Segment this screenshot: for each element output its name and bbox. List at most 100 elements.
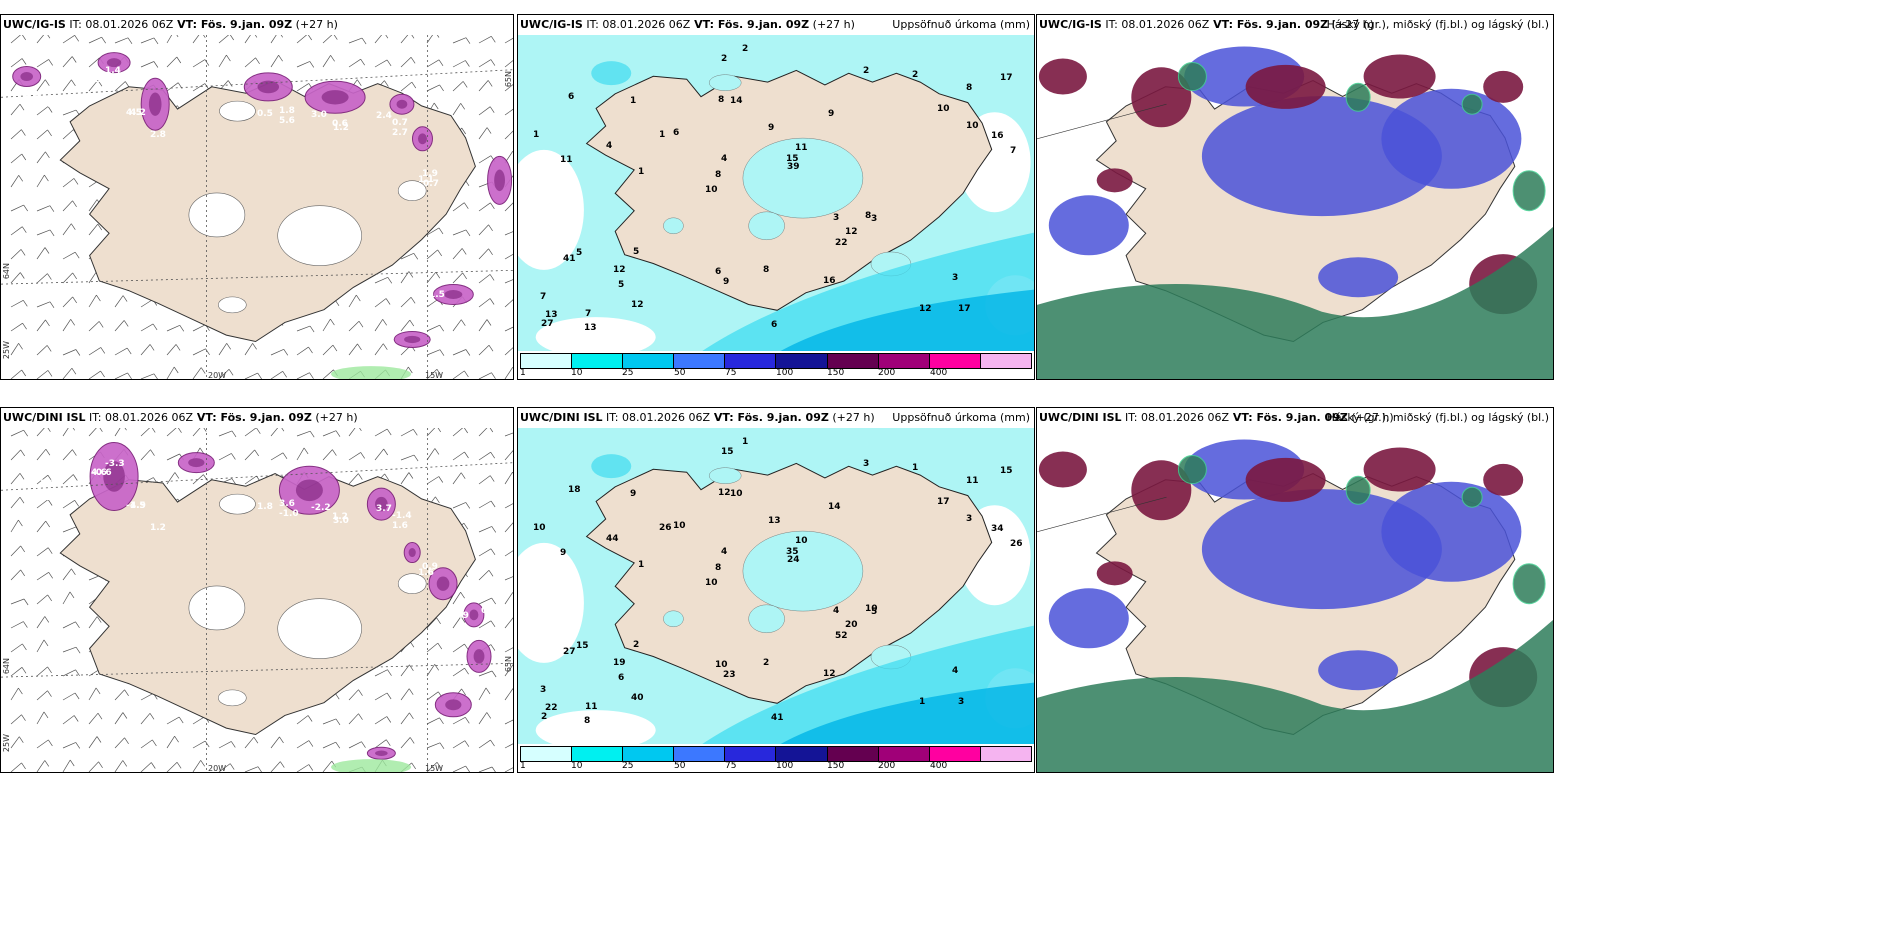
low-cloud — [1201, 489, 1442, 610]
wind-barb — [270, 371, 283, 379]
field-value-label: 24 — [787, 555, 800, 565]
wind-barb — [140, 713, 151, 725]
field-value-label: 4.1 — [24, 91, 40, 101]
icing-core — [444, 290, 463, 299]
wind-barb-flag — [47, 428, 51, 432]
wind-barb — [10, 429, 24, 437]
wind-barb-flag — [330, 318, 335, 326]
wind-barb-flag — [72, 272, 77, 280]
field-value-label: -1.5 — [41, 493, 61, 503]
wind-barb — [426, 476, 439, 485]
field-value-label: 13 — [584, 323, 597, 333]
field-value-label: 1 — [659, 130, 666, 140]
wind-barb-flag — [409, 737, 415, 744]
mid-cloud — [1363, 54, 1436, 99]
wind-barb-flag — [231, 478, 237, 485]
wind-barb — [62, 349, 77, 356]
wind-barb-flag — [488, 570, 494, 577]
vt-prefix: VT: — [1229, 411, 1257, 424]
wind-barb-flag — [127, 37, 133, 44]
field-value-label: 4.9 — [130, 501, 146, 511]
wind-barb-flag — [20, 272, 25, 279]
wind-barb — [218, 741, 232, 749]
wind-barb-flag — [177, 428, 182, 433]
field-value-label: 2 — [541, 712, 548, 722]
field-value-label: 5.6 — [279, 116, 295, 126]
colorbar-swatch — [929, 354, 981, 368]
wind-barb-flag — [47, 35, 51, 39]
colorbar: 1 10 25 50 75 100 150 200 400 — [518, 351, 1034, 379]
wind-barb-flag — [357, 79, 362, 86]
high-cloud-cell — [1512, 563, 1546, 605]
wind-barb — [504, 37, 513, 44]
wind-barb — [88, 428, 97, 437]
wind-barb — [296, 35, 308, 44]
wind-barb — [504, 367, 513, 379]
wind-barb-flag — [229, 35, 234, 41]
field-value-label: 9 — [828, 109, 835, 119]
wind-barb — [10, 762, 22, 772]
icing-core — [396, 99, 408, 109]
wind-barb — [88, 370, 101, 379]
icing-core — [436, 576, 450, 591]
glacier — [277, 598, 362, 659]
wind-barb — [192, 716, 206, 725]
wind-barb-flag — [438, 59, 444, 66]
wind-barb-flag — [174, 736, 179, 743]
wind-barb-flag — [333, 35, 338, 40]
valid-time: Fös. 9.jan. 09Z — [1236, 18, 1329, 31]
wind-barb-flag — [47, 370, 53, 377]
wind-barb-flag — [512, 367, 513, 369]
init-time: 08.01.2026 06Z — [85, 18, 174, 31]
wind-barb-flag — [96, 616, 102, 623]
wind-barb-flag — [45, 319, 50, 327]
wind-barb-flag — [465, 765, 470, 772]
wind-barb-flag — [461, 319, 466, 326]
wind-barb — [504, 767, 513, 772]
wind-barb-flag — [335, 718, 341, 726]
colorbar-tick: 25 — [622, 761, 634, 771]
field-value-label: 1 — [630, 96, 637, 106]
wind-barb — [504, 743, 513, 749]
colorbar-swatch — [623, 354, 675, 368]
wind-barb-flag — [72, 449, 77, 456]
wind-barb-flag — [23, 598, 29, 606]
icing-core — [469, 609, 479, 621]
precip-band-heavy — [777, 682, 1034, 746]
wind-barb — [452, 37, 467, 44]
wind-barb-flag — [433, 102, 439, 110]
wind-barb-flag — [123, 320, 129, 327]
wind-barb-flag — [490, 452, 495, 459]
wind-barb — [62, 200, 73, 212]
wind-barb — [10, 545, 21, 557]
wind-barb-flag — [439, 717, 444, 724]
wind-barb — [452, 643, 465, 653]
wind-barb-flag — [69, 759, 75, 767]
field-value-label: 1.9 — [91, 75, 107, 85]
valid-time: Fös. 9.jan. 09Z — [1256, 411, 1348, 424]
wind-barb-flag — [488, 224, 493, 231]
precip-land — [708, 467, 742, 484]
wind-barb — [140, 428, 151, 437]
wind-barb — [322, 741, 336, 749]
wind-barb-flag — [74, 252, 80, 259]
wind-barb-flag — [69, 591, 75, 599]
wind-barb — [348, 294, 357, 308]
wind-barb — [62, 742, 76, 749]
wind-barb — [426, 59, 440, 68]
wind-barb — [478, 344, 490, 356]
wind-barb-flag — [308, 346, 313, 354]
colorbar-swatch — [878, 354, 930, 368]
wind-barb-flag — [71, 223, 76, 230]
field-value-label: 12 — [718, 488, 731, 498]
high-cloud-cell — [1461, 93, 1483, 115]
wind-barb — [114, 347, 128, 356]
wind-barb-flag — [20, 449, 25, 457]
mid-cloud — [1038, 58, 1087, 95]
wind-barb-flag — [98, 761, 103, 768]
field-value-label: 8 — [718, 95, 725, 105]
wind-barb — [10, 449, 21, 461]
valid-time: Fös. 9.jan. 09Z — [717, 18, 810, 31]
field-value-label: 1.8 — [257, 502, 273, 512]
wind-barb — [36, 499, 49, 509]
